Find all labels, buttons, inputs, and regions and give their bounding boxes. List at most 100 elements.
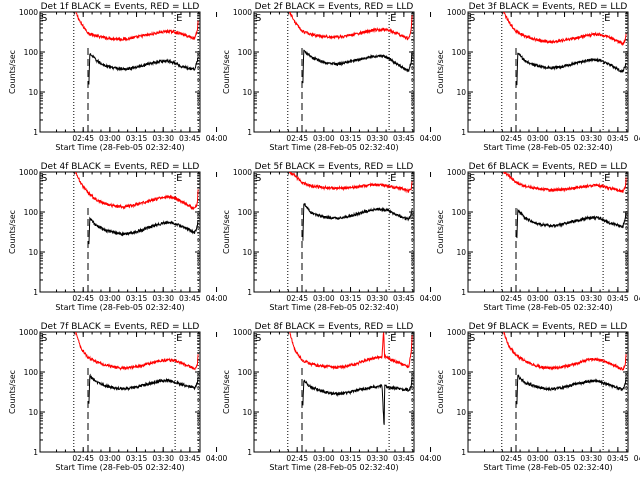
y-tick-label: 1000 xyxy=(233,328,252,337)
y-tick-label: 1000 xyxy=(233,168,252,177)
x-axis-label: Start Time (28-Feb-05 02:32:40) xyxy=(269,463,398,472)
plot-frame xyxy=(467,11,629,133)
x-tick-label: 04:00 xyxy=(420,454,442,463)
x-tick-label: 03:30 xyxy=(580,134,602,143)
y-tick-label: 1000 xyxy=(19,328,38,337)
y-tick-label: 100 xyxy=(238,368,253,377)
x-tick-label: 03:15 xyxy=(340,134,362,143)
x-tick-label: 03:00 xyxy=(527,454,549,463)
x-tick-label: 04:00 xyxy=(420,134,442,143)
plot-frame xyxy=(39,11,201,133)
plot-frame xyxy=(253,11,415,133)
y-tick-label: 10 xyxy=(28,408,38,417)
y-tick-label: 1000 xyxy=(19,168,38,177)
chart-panel-5f: Det 5f BLACK = Events, RED = LLD 1 10 100 10… xyxy=(222,162,442,312)
marker-e: E xyxy=(390,173,396,184)
x-tick-label: 02:45 xyxy=(286,294,308,303)
marker-s: S xyxy=(255,173,261,184)
x-tick-label: 03:00 xyxy=(99,294,121,303)
x-tick-label: 02:45 xyxy=(500,294,522,303)
y-tick-label: 10 xyxy=(456,248,466,257)
x-axis-label: Start Time (28-Feb-05 02:32:40) xyxy=(269,303,398,312)
x-tick-label: 04:00 xyxy=(206,454,228,463)
x-axis-label: Start Time (28-Feb-05 02:32:40) xyxy=(483,303,612,312)
chart-title: Det 4f BLACK = Events, RED = LLD xyxy=(41,162,200,172)
y-axis-label: Counts/sec xyxy=(8,370,17,414)
x-tick-label: 03:30 xyxy=(152,454,174,463)
x-tick-label: 02:45 xyxy=(500,134,522,143)
x-axis-label: Start Time (28-Feb-05 02:32:40) xyxy=(55,143,184,152)
plot-frame xyxy=(467,171,629,293)
events-series-line xyxy=(302,202,413,241)
y-tick-label: 100 xyxy=(238,208,253,217)
y-tick-label: 1 xyxy=(461,448,466,457)
x-tick-label: 03:00 xyxy=(313,294,335,303)
x-tick-label: 04:00 xyxy=(206,294,228,303)
x-tick-label: 03:45 xyxy=(607,454,629,463)
x-tick-label: 03:00 xyxy=(99,134,121,143)
chart-panel-8f: Det 8f BLACK = Events, RED = LLD 1 10 100 10… xyxy=(222,322,442,472)
x-tick-label: 03:45 xyxy=(393,134,415,143)
chart-panel-7f: Det 7f BLACK = Events, RED = LLD 1 10 100 10… xyxy=(8,322,228,472)
y-axis-label: Counts/sec xyxy=(8,50,17,94)
x-tick-label: 03:15 xyxy=(126,454,148,463)
x-tick-label: 04:00 xyxy=(634,454,640,463)
y-axis-label: Counts/sec xyxy=(222,50,231,94)
y-tick-label: 1000 xyxy=(233,8,252,17)
y-axis-label: Counts/sec xyxy=(222,370,231,414)
chart-panel-9f: Det 9f BLACK = Events, RED = LLD 1 10 100 10… xyxy=(436,322,640,472)
x-axis-label: Start Time (28-Feb-05 02:32:40) xyxy=(55,463,184,472)
x-tick-label: 03:30 xyxy=(580,294,602,303)
y-tick-label: 1 xyxy=(33,448,38,457)
chart-panel-6f: Det 6f BLACK = Events, RED = LLD 1 10 100 10… xyxy=(436,162,640,312)
x-tick-label: 04:00 xyxy=(634,134,640,143)
x-tick-label: 03:45 xyxy=(179,134,201,143)
y-tick-label: 1 xyxy=(33,288,38,297)
y-tick-label: 1 xyxy=(461,128,466,137)
x-tick-label: 03:45 xyxy=(393,294,415,303)
y-tick-label: 1000 xyxy=(447,328,466,337)
marker-s: S xyxy=(41,333,47,344)
x-tick-label: 03:30 xyxy=(152,294,174,303)
x-tick-label: 03:30 xyxy=(580,454,602,463)
x-tick-label: 03:15 xyxy=(126,294,148,303)
y-tick-label: 100 xyxy=(24,208,39,217)
y-tick-label: 100 xyxy=(452,368,467,377)
x-tick-label: 03:15 xyxy=(554,454,576,463)
plot-frame xyxy=(39,331,201,453)
plot-frame xyxy=(39,171,201,293)
plot-frame xyxy=(467,331,629,453)
x-tick-label: 04:00 xyxy=(420,294,442,303)
chart-title: Det 7f BLACK = Events, RED = LLD xyxy=(41,322,200,332)
series-group xyxy=(503,172,627,239)
y-tick-label: 10 xyxy=(456,408,466,417)
marker-e: E xyxy=(176,333,182,344)
y-tick-label: 1 xyxy=(461,288,466,297)
x-tick-label: 03:15 xyxy=(554,134,576,143)
x-tick-label: 03:30 xyxy=(366,294,388,303)
x-tick-label: 04:00 xyxy=(206,134,228,143)
marker-s: S xyxy=(469,173,475,184)
lld-series-line xyxy=(75,332,199,371)
lld-series-line xyxy=(75,172,199,211)
lld-series-line xyxy=(289,12,413,41)
marker-e: E xyxy=(604,173,610,184)
y-tick-label: 1 xyxy=(33,128,38,137)
x-tick-label: 03:00 xyxy=(313,454,335,463)
x-tick-label: 03:15 xyxy=(554,294,576,303)
marker-e: E xyxy=(390,333,396,344)
y-tick-label: 10 xyxy=(242,88,252,97)
series-group xyxy=(289,12,413,84)
y-axis-label: Counts/sec xyxy=(436,50,445,94)
marker-s: S xyxy=(41,173,47,184)
chart-title: Det 3f BLACK = Events, RED = LLD xyxy=(469,2,628,12)
chart-panel-2f: Det 2f BLACK = Events, RED = LLD 1 10 100 10… xyxy=(222,2,442,152)
events-series-line xyxy=(302,378,413,425)
x-tick-label: 02:45 xyxy=(286,454,308,463)
y-tick-label: 10 xyxy=(28,88,38,97)
chart-title: Det 9f BLACK = Events, RED = LLD xyxy=(469,322,628,332)
y-tick-label: 100 xyxy=(452,208,467,217)
x-axis-label: Start Time (28-Feb-05 02:32:40) xyxy=(269,143,398,152)
events-series-line xyxy=(88,53,199,85)
